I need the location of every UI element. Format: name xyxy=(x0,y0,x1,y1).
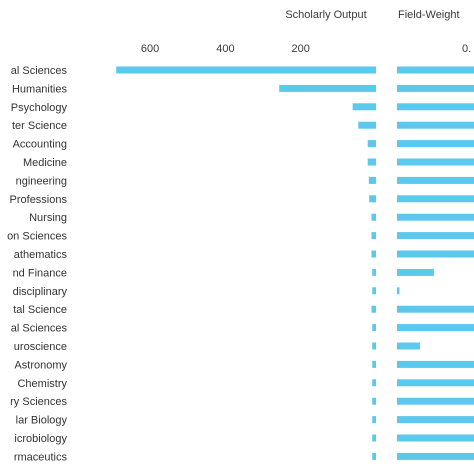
field-weight-bar xyxy=(397,452,474,460)
field-weight-bar xyxy=(397,232,474,240)
scholarly-output-bar xyxy=(371,213,376,221)
scholarly-output-bar xyxy=(372,379,376,387)
field-weight-bar xyxy=(397,66,474,74)
scholarly-output-bar xyxy=(372,434,376,442)
scholarly-output-bar xyxy=(367,140,376,148)
scholarly-output-bar xyxy=(372,452,376,460)
scholarly-output-bar xyxy=(368,176,376,184)
x-tick-label: 600 xyxy=(141,43,159,55)
category-label: al Sciences xyxy=(11,65,68,77)
field-weight-bars xyxy=(397,66,474,460)
scholarly-output-ticks: 600 400 200 xyxy=(141,43,310,55)
category-label: disciplinary xyxy=(13,286,68,298)
field-weight-bar xyxy=(397,213,474,221)
field-weight-bar xyxy=(397,305,474,313)
field-weight-bar xyxy=(397,176,474,184)
scholarly-output-bar xyxy=(279,84,376,92)
scholarly-output-bar xyxy=(372,342,376,350)
scholarly-output-bar xyxy=(358,121,376,129)
category-label: uroscience xyxy=(14,341,67,353)
scholarly-output-bar xyxy=(116,66,376,74)
category-label: tal Science xyxy=(13,304,67,316)
field-weight-bar xyxy=(397,324,474,332)
scholarly-output-bar xyxy=(371,232,376,240)
category-label: Chemistry xyxy=(17,378,67,390)
scholarly-output-bar xyxy=(352,103,376,111)
field-weight-bar xyxy=(397,360,474,368)
category-labels: al Sciences Humanities Psychology ter Scien… xyxy=(7,65,67,463)
field-weight-bar xyxy=(397,379,474,387)
field-weight-bar xyxy=(397,397,474,405)
category-label: Nursing xyxy=(29,212,67,224)
field-weight-bar xyxy=(397,140,474,148)
category-label: ry Sciences xyxy=(10,396,67,408)
category-label: nd Finance xyxy=(13,267,67,279)
x-tick-label: 0. xyxy=(462,43,471,55)
field-weight-bar xyxy=(397,434,474,442)
field-weight-bar xyxy=(397,250,474,258)
category-label: rmaceutics xyxy=(14,451,68,463)
category-label: ngineering xyxy=(16,175,67,187)
scholarly-output-bar xyxy=(367,158,376,166)
field-weight-bar xyxy=(397,158,474,166)
field-weight-bar xyxy=(397,195,474,203)
field-weight-bar xyxy=(397,103,474,111)
category-label: Accounting xyxy=(13,139,67,151)
scholarly-output-bar xyxy=(372,287,376,295)
field-weight-bar xyxy=(397,416,474,424)
field-weight-ticks: 0. xyxy=(462,43,471,55)
category-label: lar Biology xyxy=(16,415,68,427)
field-weight-bar xyxy=(397,121,474,129)
category-label: Professions xyxy=(10,194,68,206)
category-label: Humanities xyxy=(12,83,68,95)
category-label: al Sciences xyxy=(11,323,68,335)
category-label: on Sciences xyxy=(7,231,67,243)
field-weight-bar xyxy=(397,287,400,295)
field-weight-bar xyxy=(397,268,434,276)
category-label: Astronomy xyxy=(14,359,67,371)
category-label: Medicine xyxy=(23,157,67,169)
field-weight-title: Field-Weight xyxy=(398,9,460,21)
scholarly-output-bar xyxy=(372,397,376,405)
category-label: athematics xyxy=(14,249,68,261)
category-label: Psychology xyxy=(11,102,68,114)
scholarly-output-bar xyxy=(372,324,376,332)
scholarly-output-bar xyxy=(371,305,376,313)
category-label: ter Science xyxy=(12,120,67,132)
scholarly-output-title: Scholarly Output xyxy=(285,9,366,21)
x-tick-label: 200 xyxy=(292,43,310,55)
scholarly-output-bar xyxy=(372,360,376,368)
field-weight-bar xyxy=(397,342,420,350)
scholarly-output-bar xyxy=(369,195,376,203)
scholarly-output-bar xyxy=(372,416,376,424)
scholarly-output-bar xyxy=(372,268,376,276)
scholarly-output-bars xyxy=(116,66,376,460)
field-weight-bar xyxy=(397,84,474,92)
x-tick-label: 400 xyxy=(216,43,234,55)
scholarly-output-bar xyxy=(371,250,376,258)
category-label: icrobiology xyxy=(14,433,67,445)
